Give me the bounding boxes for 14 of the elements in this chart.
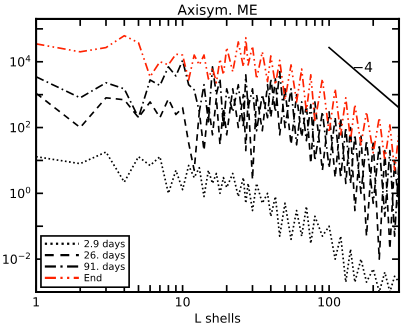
y-tick-label: 10$^{2}$ [10, 120, 30, 132]
annotation: −4 [354, 62, 372, 72]
y-tick-label: 10$^{−2}$ [3, 252, 30, 264]
y-tick-label: 10$^{0}$ [10, 186, 30, 198]
y-tick-label: 10$^{4}$ [10, 55, 30, 67]
chart-title: Axisym. ME [178, 4, 257, 18]
legend-label: End [84, 274, 102, 282]
legend-label: 91. days [84, 262, 125, 272]
x-tick-label: 1 [33, 297, 39, 306]
legend-label: 2.9 days [84, 240, 125, 250]
x-tick-label: 100 [318, 297, 340, 307]
legend-label: 26. days [84, 251, 125, 261]
x-axis-title: L shells [196, 313, 240, 323]
x-tick-label: 10 [176, 297, 190, 307]
